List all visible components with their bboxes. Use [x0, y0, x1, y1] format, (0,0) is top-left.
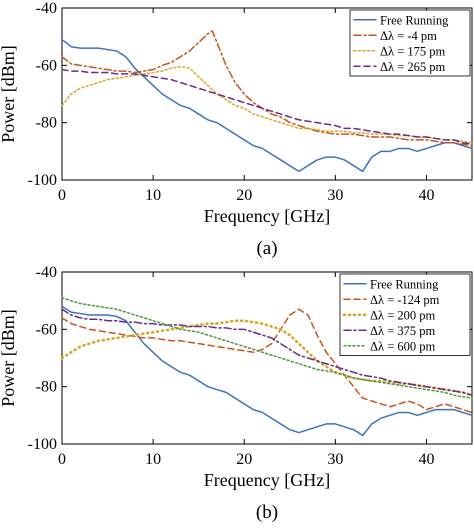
panel-caption: (b)	[256, 502, 278, 523]
legend-label: Free Running	[370, 277, 439, 291]
series-line-1	[61, 308, 473, 414]
legend-box	[349, 9, 471, 77]
x-tick-label: 40	[418, 451, 434, 468]
y-tick-label: -80	[36, 115, 57, 132]
legend-label: Δλ = 175 pm	[380, 44, 446, 58]
y-tick-label: -80	[36, 379, 57, 396]
x-tick-label: 10	[145, 187, 161, 204]
y-axis-label: Power [dBm]	[0, 45, 18, 143]
series-line-0	[61, 38, 473, 173]
series-group	[61, 30, 473, 173]
x-axis-label: Frequency [GHz]	[204, 470, 330, 490]
series-group	[60, 297, 474, 437]
x-tick-label: 0	[58, 187, 66, 204]
series-line-4	[61, 297, 473, 399]
y-ticks: -100 -80 -60 -40	[28, 0, 472, 189]
panel-caption: (a)	[256, 238, 277, 259]
legend-label: Δλ = -4 pm	[380, 29, 437, 43]
x-tick-label: 20	[236, 451, 252, 468]
x-tick-label: 10	[145, 451, 161, 468]
x-axis-label: Frequency [GHz]	[204, 206, 330, 226]
plot-area-frame	[61, 7, 473, 181]
series-line-3	[61, 308, 473, 397]
y-axis-label: Power [dBm]	[0, 309, 18, 407]
legend-label: Δλ = 600 pm	[370, 339, 436, 353]
legend-label: Δλ = -124 pm	[370, 293, 440, 307]
x-ticks: 0 10 20 30 40	[58, 8, 434, 204]
y-tick-label: -60	[36, 321, 57, 338]
y-ticks: -100 -80 -60 -40	[28, 264, 472, 453]
x-tick-label: 40	[418, 187, 434, 204]
y-tick-label: -100	[28, 436, 57, 453]
chart-panel-a: 0 10 20 30 40 -100 -80 -60 -40 Free Running Δλ =…	[0, 0, 473, 259]
series-line-3	[61, 68, 473, 145]
chart-panel-b: 0 10 20 30 40 -100 -80 -60 -40 Free Running Δλ =…	[0, 264, 474, 523]
legend-label: Δλ = 375 pm	[370, 324, 436, 338]
legend-box	[339, 273, 471, 356]
legend-label: Δλ = 265 pm	[380, 60, 446, 74]
series-line-2	[61, 66, 473, 144]
x-tick-label: 30	[327, 187, 343, 204]
y-tick-label: -100	[28, 172, 57, 189]
y-tick-label: -40	[36, 0, 57, 17]
legend-label: Free Running	[380, 13, 449, 27]
legend-label: Δλ = 200 pm	[370, 308, 436, 322]
y-tick-label: -60	[36, 57, 57, 74]
y-tick-label: -40	[36, 264, 57, 281]
x-tick-label: 0	[58, 451, 66, 468]
x-tick-label: 20	[236, 187, 252, 204]
series-line-0	[61, 305, 473, 437]
x-tick-label: 30	[327, 451, 343, 468]
